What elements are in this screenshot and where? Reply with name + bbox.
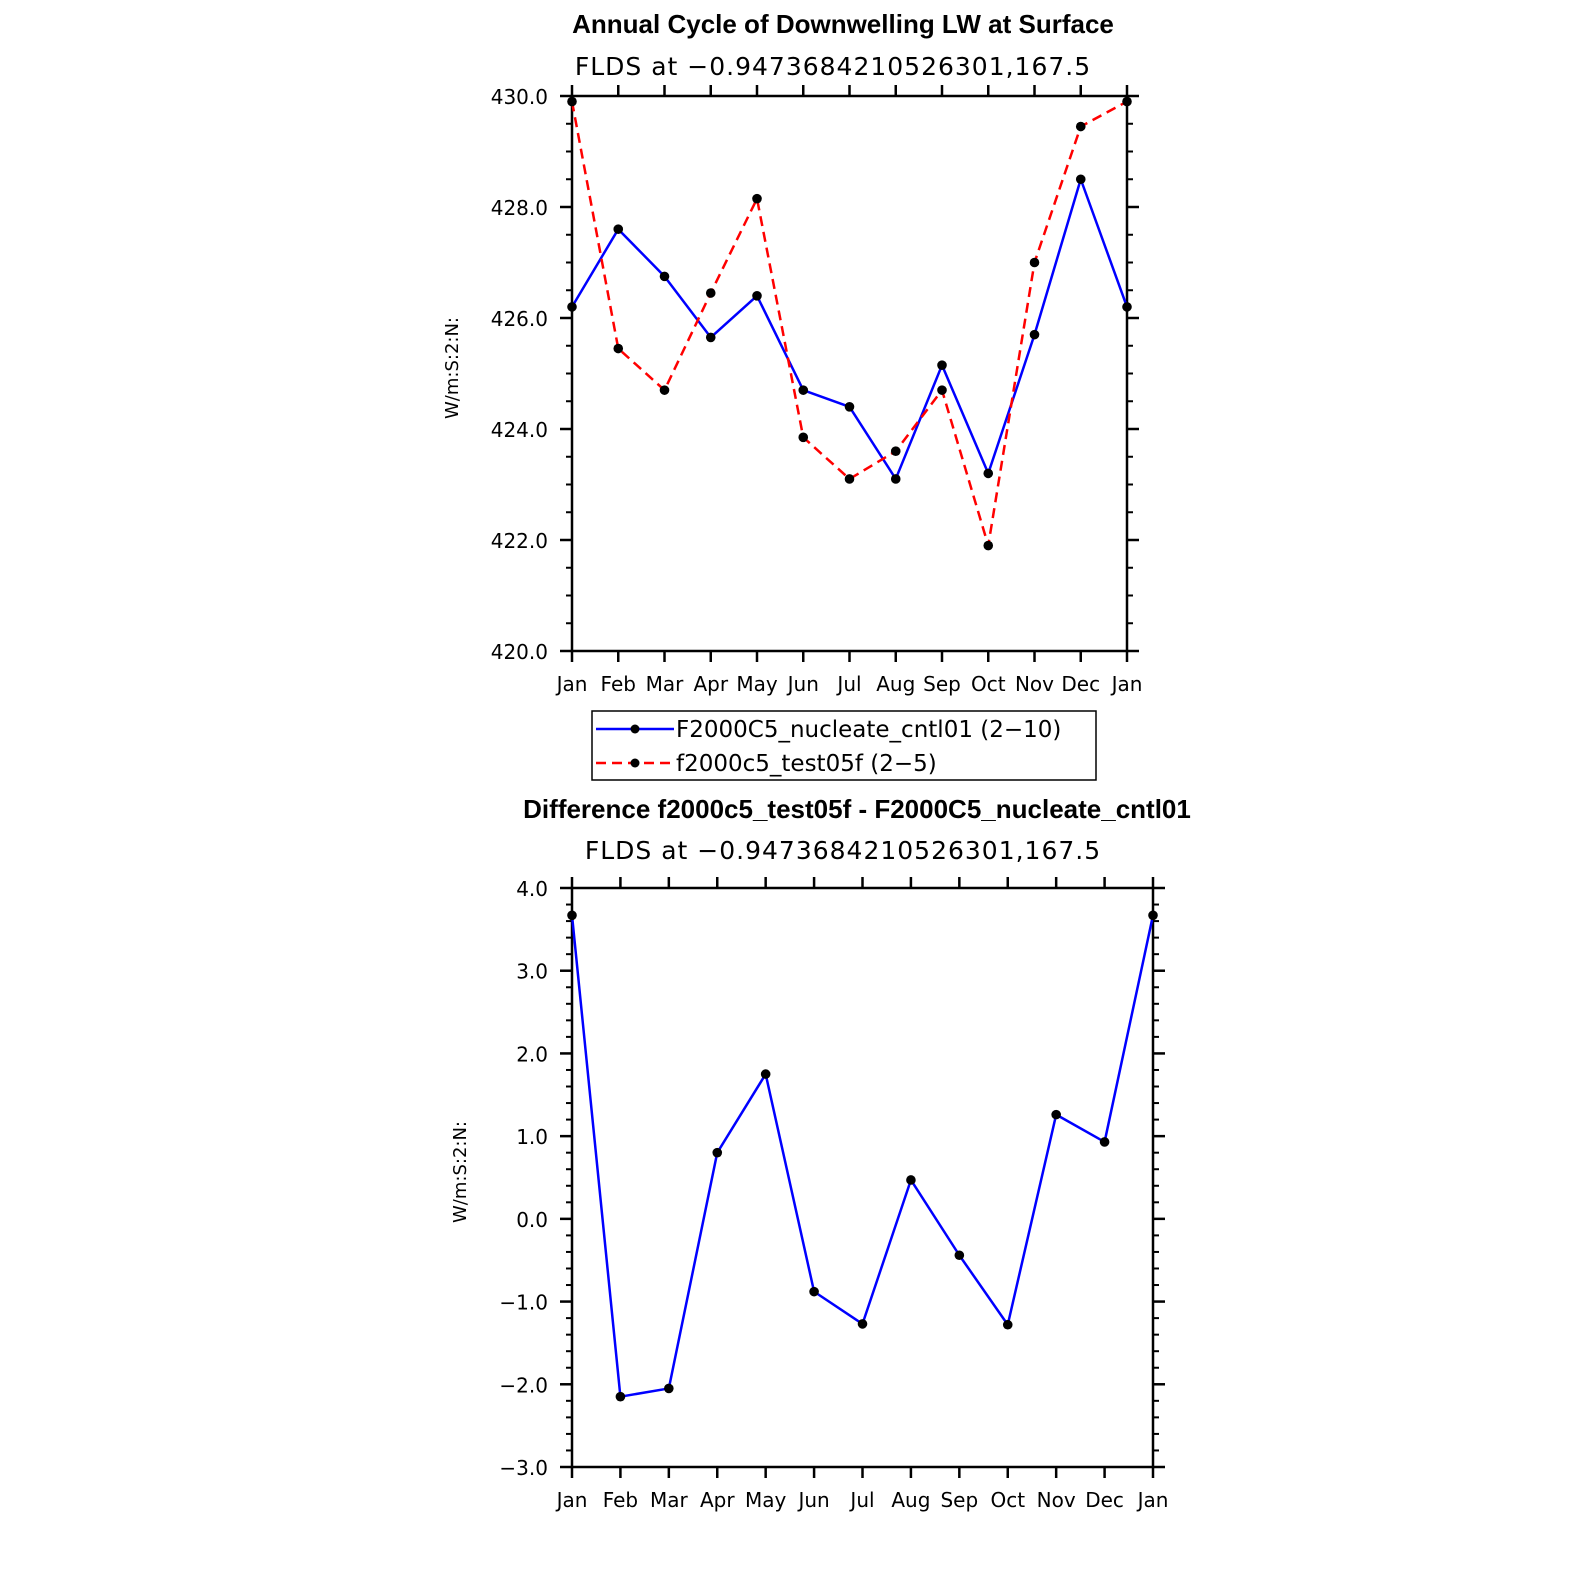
x-tick-label: Jul	[835, 672, 861, 696]
y-tick-label: 426.0	[491, 307, 548, 331]
data-point-series-1	[983, 468, 994, 479]
x-tick-label: May	[745, 1488, 787, 1512]
data-point-series-1	[809, 1286, 819, 1297]
data-point-series-1	[567, 910, 577, 921]
data-point-series-1	[890, 474, 901, 484]
legend-marker-series-1	[630, 724, 640, 734]
chart-title: Annual Cycle of Downwelling LW at Surfac…	[572, 9, 1114, 39]
x-tick-label: Jun	[786, 672, 819, 696]
x-tick-label: Jan	[555, 672, 588, 696]
data-point-series-1	[664, 1383, 674, 1394]
data-point-series-1	[1051, 1109, 1061, 1120]
plot-frame	[570, 94, 1129, 653]
x-tick-label: Mar	[646, 672, 685, 696]
y-tick-label: 420.0	[491, 640, 548, 664]
y-tick-label: 2.0	[516, 1042, 548, 1066]
data-point-series-2	[752, 193, 762, 204]
data-point-series-2	[1122, 96, 1132, 107]
x-tick-label: Oct	[971, 672, 1006, 696]
y-tick-label: 424.0	[491, 418, 548, 442]
x-tick-label: Mar	[650, 1488, 689, 1512]
data-point-series-1	[1122, 302, 1132, 312]
y-tick-label: −2.0	[499, 1373, 548, 1397]
data-point-series-1	[613, 224, 624, 234]
data-point-series-1	[1029, 329, 1040, 340]
data-point-series-2	[983, 540, 994, 551]
data-point-series-1	[844, 402, 855, 412]
data-point-series-2	[567, 96, 577, 107]
x-tick-label: May	[736, 672, 778, 696]
data-point-series-1	[937, 360, 947, 370]
data-point-series-1	[798, 385, 809, 395]
data-point-series-1	[906, 1175, 916, 1185]
x-tick-label: Jul	[848, 1488, 874, 1512]
data-point-series-2	[844, 474, 855, 484]
data-point-series-2	[705, 288, 716, 298]
data-point-series-2	[659, 385, 670, 395]
legend-box	[591, 710, 1097, 781]
chart-subtitle: FLDS at −0.9473684210526301,167.5	[585, 836, 1101, 865]
y-tick-label: 430.0	[491, 85, 548, 109]
data-point-series-2	[1075, 121, 1086, 132]
legend-label-series-2: f2000c5_test05f (2−5)	[676, 751, 937, 777]
data-point-series-1	[705, 332, 716, 343]
data-point-series-1	[1148, 910, 1158, 921]
x-tick-label: Oct	[990, 1488, 1025, 1512]
data-point-series-2	[613, 343, 624, 354]
chart-title: Difference f2000c5_test05f - F2000C5_nuc…	[523, 794, 1191, 824]
y-tick-label: 4.0	[516, 877, 548, 901]
data-point-series-2	[937, 385, 947, 395]
x-tick-label: Nov	[1037, 1488, 1076, 1512]
x-tick-label: Dec	[1061, 672, 1100, 696]
annual-cycle-panel: Annual Cycle of Downwelling LW at Surfac…	[442, 9, 1143, 781]
data-point-series-1	[1002, 1319, 1013, 1330]
x-tick-label: Dec	[1085, 1488, 1124, 1512]
data-point-series-1	[857, 1319, 868, 1329]
x-tick-label: Nov	[1015, 672, 1054, 696]
y-axis-label: W/m:S:2:N:	[442, 317, 463, 419]
x-tick-label: Jan	[1110, 672, 1143, 696]
data-point-series-2	[798, 432, 809, 443]
data-point-series-1	[752, 291, 762, 301]
data-point-series-1	[567, 302, 577, 312]
difference-panel: Difference f2000c5_test05f - F2000C5_nuc…	[450, 794, 1191, 1512]
data-point-series-1	[659, 271, 670, 282]
y-tick-label: 422.0	[491, 529, 548, 553]
y-tick-label: 3.0	[516, 960, 548, 984]
data-point-series-2	[1029, 257, 1040, 268]
x-tick-label: Jan	[1136, 1488, 1169, 1512]
x-tick-label: Sep	[923, 672, 961, 696]
x-tick-label: Jun	[796, 1488, 829, 1512]
chart-subtitle: FLDS at −0.9473684210526301,167.5	[575, 52, 1091, 81]
y-axis-label: W/m:S:2:N:	[450, 1121, 471, 1223]
y-tick-label: −1.0	[499, 1291, 548, 1315]
data-point-series-1	[954, 1250, 965, 1261]
x-tick-label: Sep	[940, 1488, 978, 1512]
data-point-series-1	[712, 1147, 723, 1158]
legend: F2000C5_nucleate_cntl01 (2−10) f2000c5_t…	[591, 710, 1097, 781]
y-tick-label: 1.0	[516, 1125, 548, 1149]
data-point-series-2	[890, 446, 901, 457]
y-tick-label: 0.0	[516, 1208, 548, 1232]
x-tick-label: Apr	[693, 672, 728, 696]
data-point-series-1	[1075, 174, 1086, 185]
plot-frame	[570, 886, 1155, 1469]
legend-label-series-1: F2000C5_nucleate_cntl01 (2−10)	[676, 717, 1061, 743]
x-tick-label: Apr	[700, 1488, 735, 1512]
data-point-series-1	[760, 1069, 771, 1079]
data-point-series-1	[1099, 1137, 1110, 1147]
x-tick-label: Jan	[555, 1488, 588, 1512]
x-tick-label: Aug	[876, 672, 915, 696]
x-tick-label: Feb	[601, 672, 636, 696]
series-line-1	[570, 178, 1129, 481]
y-tick-label: −3.0	[499, 1456, 548, 1480]
y-tick-label: 428.0	[491, 196, 548, 220]
legend-marker-series-2	[630, 758, 640, 768]
x-tick-label: Aug	[891, 1488, 930, 1512]
data-point-series-1	[615, 1391, 626, 1402]
x-tick-label: Feb	[603, 1488, 638, 1512]
